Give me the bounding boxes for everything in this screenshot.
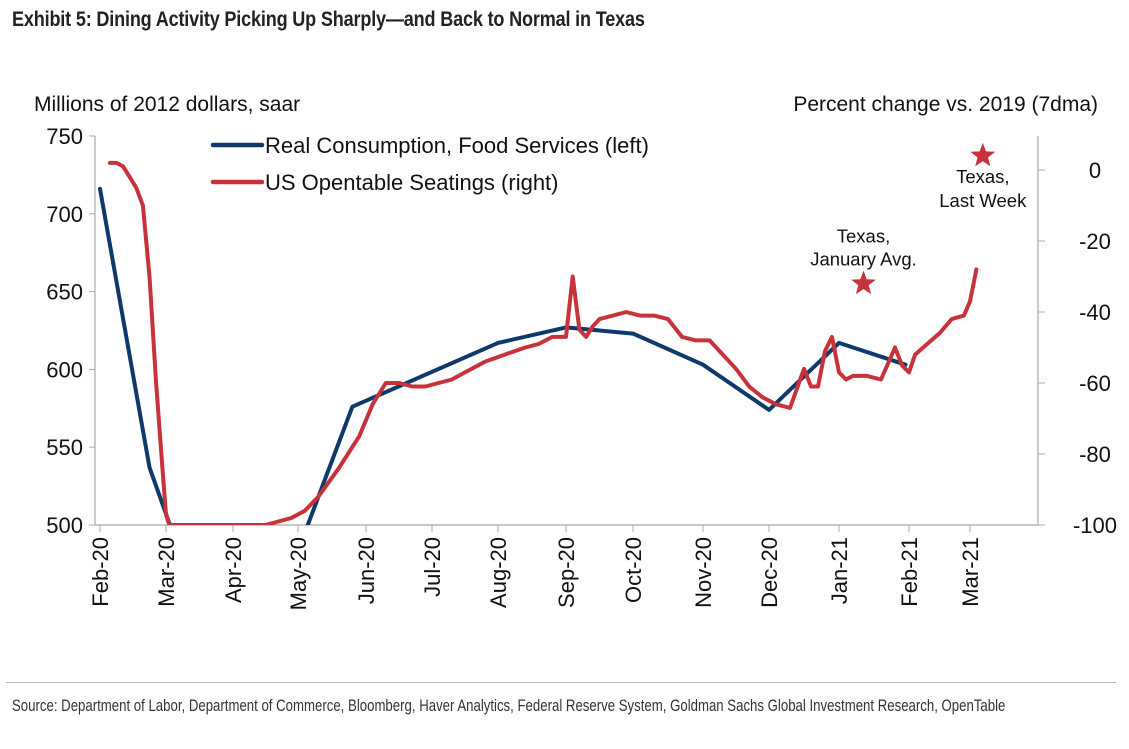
x-tick-label: Jan-21	[827, 537, 852, 604]
right-tick-label: -60	[1079, 371, 1111, 396]
left-tick-label: 750	[46, 124, 83, 149]
x-tick-label: Dec-20	[757, 537, 782, 608]
chart-title: Exhibit 5: Dining Activity Picking Up Sh…	[12, 8, 645, 31]
series-line-opentable	[107, 160, 979, 525]
x-tick-label: Mar-20	[154, 537, 179, 607]
x-tick-label: Oct-20	[621, 537, 646, 603]
x-tick-label: Apr-20	[221, 537, 246, 603]
annotation-label: Texas,	[837, 226, 890, 247]
annotation-label: Texas,	[956, 166, 1009, 187]
right-tick-label: -20	[1079, 229, 1111, 254]
right-tick-label: -100	[1073, 513, 1117, 538]
legend-label: US Opentable Seatings (right)	[265, 170, 559, 195]
source-note: Source: Department of Labor, Department …	[12, 697, 1006, 715]
star-marker	[970, 142, 996, 167]
right-tick-label: -80	[1079, 442, 1111, 467]
legend-label: Real Consumption, Food Services (left)	[265, 133, 649, 158]
right-axis-label: Percent change vs. 2019 (7dma)	[793, 93, 1098, 116]
x-tick-label: Mar-21	[958, 537, 983, 607]
star-marker	[851, 270, 876, 295]
x-tick-label: Aug-20	[486, 537, 511, 608]
right-tick-label: -40	[1079, 300, 1111, 325]
annotation-label: January Avg.	[810, 249, 917, 270]
x-tick-label: Nov-20	[691, 537, 716, 608]
left-tick-label: 650	[46, 280, 83, 305]
left-axis-label: Millions of 2012 dollars, saar	[34, 93, 300, 116]
annotation-label: Last Week	[939, 190, 1027, 211]
x-tick-label: May-20	[286, 537, 311, 610]
legend: Real Consumption, Food Services (left) US…	[210, 133, 649, 195]
left-tick-label: 550	[46, 435, 83, 460]
right-tick-label: 0	[1089, 158, 1101, 183]
x-tick-label: Feb-21	[897, 537, 922, 607]
x-tick-label: Feb-20	[88, 537, 113, 607]
chart-svg: Millions of 2012 dollars, saar Percent c…	[34, 93, 1117, 610]
left-tick-label: 700	[46, 202, 83, 227]
divider	[6, 682, 1116, 683]
x-tick-label: Jul-20	[420, 537, 445, 597]
left-tick-label: 500	[46, 513, 83, 538]
series-line-consumption	[98, 186, 908, 525]
x-tick-label: Sep-20	[554, 537, 579, 608]
x-tick-label: Jun-20	[354, 537, 379, 604]
left-tick-label: 600	[46, 357, 83, 382]
